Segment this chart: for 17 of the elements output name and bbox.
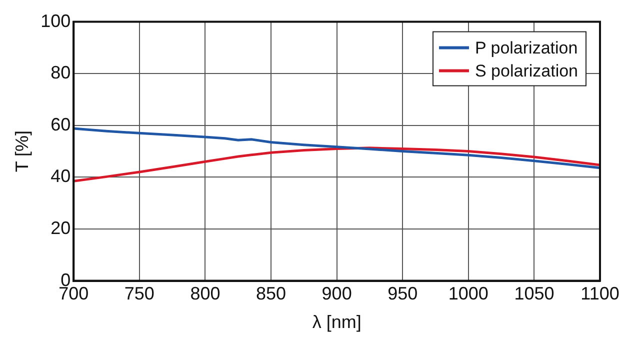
x-tick-label: 1050 [514, 284, 554, 304]
x-tick-label: 1000 [448, 284, 488, 304]
legend-label: P polarization [474, 38, 578, 58]
x-tick-label: 1100 [580, 284, 620, 304]
x-tick-label: 800 [190, 284, 220, 304]
legend-label: S polarization [474, 61, 578, 80]
x-tick-label: 750 [124, 284, 154, 304]
x-tick-label: 900 [322, 284, 352, 304]
x-tick-label: 950 [388, 284, 418, 304]
y-tick-label: 80 [50, 62, 71, 83]
y-tick-label: 40 [50, 166, 71, 186]
y-tick-label: 100 [40, 10, 71, 31]
x-axis-title: λ [nm] [312, 312, 362, 332]
y-tick-label: 60 [50, 114, 71, 134]
y-axis-title: T [%] [12, 130, 32, 172]
y-tick-label: 20 [50, 218, 71, 238]
x-tick-label: 850 [256, 284, 286, 304]
